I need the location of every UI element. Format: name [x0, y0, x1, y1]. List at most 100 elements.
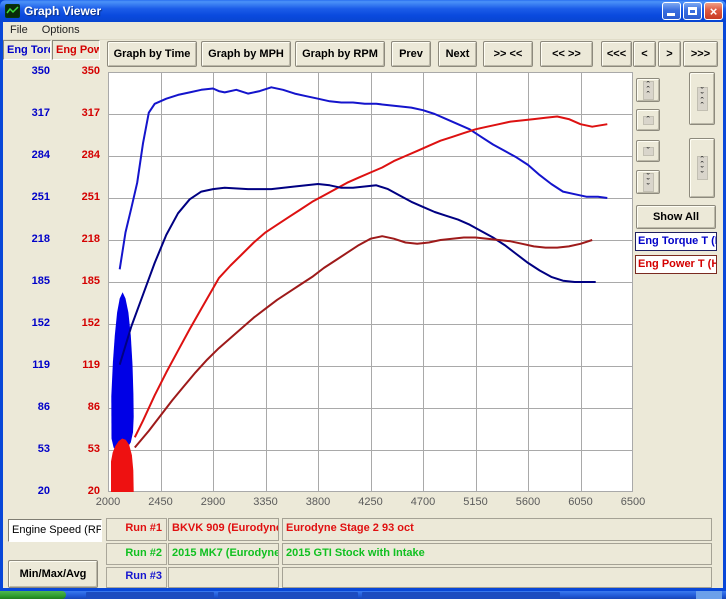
y-tick-power-284: 284 — [81, 149, 100, 161]
power-axis-header: Eng Power — [52, 40, 100, 60]
taskbar-window-button[interactable] — [362, 592, 560, 599]
menu-item-file[interactable]: File — [10, 24, 28, 36]
close-button[interactable]: × — [704, 2, 723, 20]
y-tick-torque-53: 53 — [37, 443, 50, 455]
toolbar-button--[interactable]: > — [658, 41, 681, 67]
close-icon: × — [709, 3, 718, 19]
power-launch-oscillation — [111, 438, 134, 492]
maximize-button[interactable] — [683, 2, 702, 20]
run-label-2: Run #2 — [106, 543, 167, 565]
series-run-2-eng-power-hp- — [134, 235, 593, 449]
y-tick-power-185: 185 — [81, 275, 100, 287]
toolbar-button--[interactable]: << >> — [540, 41, 593, 67]
x-tick-2900: 2900 — [200, 496, 226, 508]
x-tick-4250: 4250 — [358, 496, 383, 508]
taskbar-window-button[interactable] — [218, 592, 358, 599]
title-bar[interactable]: Graph Viewer × — [0, 0, 726, 22]
minimize-button[interactable] — [662, 2, 681, 20]
scroll-up-button[interactable]: ˆ — [636, 109, 660, 131]
toolbar-button-graph-by-time[interactable]: Graph by Time — [107, 41, 197, 67]
y-tick-torque-86: 86 — [37, 401, 50, 413]
menu-item-options[interactable]: Options — [41, 24, 80, 36]
y-tick-power-251: 251 — [81, 191, 100, 203]
x-tick-5600: 5600 — [515, 496, 541, 508]
torque-launch-oscillation — [111, 292, 134, 453]
maximize-icon — [688, 7, 697, 15]
window-body: File Options Eng Torque Eng Power Graph b… — [3, 22, 723, 588]
y-tick-torque-251: 251 — [31, 191, 50, 203]
x-axis-name-box[interactable]: Engine Speed (RPM) — [8, 519, 102, 542]
toolbar-button-next[interactable]: Next — [438, 41, 477, 67]
toolbar-button-graph-by-rpm[interactable]: Graph by RPM — [295, 41, 385, 67]
x-tick-4700: 4700 — [410, 496, 436, 508]
toolbar-button--[interactable]: >> << — [483, 41, 533, 67]
window-controls: × — [662, 2, 723, 20]
y-tick-torque-218: 218 — [31, 233, 50, 245]
app-icon — [5, 4, 20, 18]
y-tick-power-350: 350 — [81, 65, 100, 77]
min-max-avg-button[interactable]: Min/Max/Avg — [8, 560, 98, 588]
torque-axis-header: Eng Torque — [3, 40, 51, 60]
y-tick-power-119: 119 — [82, 359, 100, 371]
series-run-1-eng-torque-ft-lb- — [118, 86, 608, 270]
run-label-3: Run #3 — [106, 567, 167, 588]
run-file-2[interactable]: 2015 MK7 (Eurodyne, E — [168, 543, 279, 565]
y-tick-power-317: 317 — [81, 107, 100, 119]
taskbar[interactable] — [0, 591, 726, 599]
run-file-3[interactable] — [168, 567, 279, 588]
x-tick-2450: 2450 — [148, 496, 173, 508]
y-tick-torque-152: 152 — [31, 317, 50, 329]
run-desc-1[interactable]: Eurodyne Stage 2 93 oct — [282, 518, 712, 541]
scroll-up-icon: ˆ — [642, 115, 654, 125]
x-tick-5150: 5150 — [463, 496, 488, 508]
start-button[interactable] — [0, 591, 66, 599]
toolbar-button--[interactable]: >>> — [683, 41, 718, 67]
show-all-button[interactable]: Show All — [636, 205, 716, 229]
x-tick-3350: 3350 — [253, 496, 278, 508]
y-tick-power-86: 86 — [87, 401, 100, 413]
run-label-1: Run #1 — [106, 518, 167, 541]
x-tick-6500: 6500 — [620, 496, 646, 508]
y-tick-torque-20: 20 — [37, 485, 50, 497]
legend-torque[interactable]: Eng Torque T (Ft-lb) — [635, 232, 717, 251]
x-tick-6050: 6050 — [568, 496, 593, 508]
toolbar-button-prev[interactable]: Prev — [391, 41, 431, 67]
series-run-2-eng-torque-ft-lb- — [118, 183, 596, 365]
x-tick-3800: 3800 — [305, 496, 331, 508]
run-desc-3[interactable] — [282, 567, 712, 588]
y-tick-power-53: 53 — [87, 443, 100, 455]
toolbar-button--[interactable]: <<< — [601, 41, 632, 67]
x-tick-2000: 2000 — [95, 496, 121, 508]
y-tick-torque-119: 119 — [32, 359, 50, 371]
y-tick-torque-317: 317 — [31, 107, 50, 119]
y-tick-power-218: 218 — [81, 233, 100, 245]
dyno-chart — [108, 72, 633, 492]
y-tick-power-152: 152 — [81, 317, 100, 329]
system-tray[interactable] — [696, 591, 722, 599]
y-tick-torque-284: 284 — [31, 149, 50, 161]
window-title: Graph Viewer — [24, 4, 102, 18]
scroll-down-icon: ˇ — [642, 146, 654, 156]
run-file-1[interactable]: BKVK 909 (Eurodyne, I — [168, 518, 279, 541]
taskbar-window-button[interactable] — [86, 592, 214, 599]
menu-bar: File Options — [3, 22, 723, 40]
y-tick-torque-350: 350 — [31, 65, 50, 77]
toolbar-button--[interactable]: < — [633, 41, 656, 67]
series-run-1-eng-power-hp- — [133, 115, 608, 438]
minimize-icon — [667, 13, 675, 16]
legend-power[interactable]: Eng Power T (HP) — [635, 255, 717, 274]
run-desc-2[interactable]: 2015 GTI Stock with Intake — [282, 543, 712, 565]
scroll-down-button[interactable]: ˇ — [636, 140, 660, 162]
y-tick-torque-185: 185 — [31, 275, 50, 287]
toolbar-button-graph-by-mph[interactable]: Graph by MPH — [201, 41, 291, 67]
